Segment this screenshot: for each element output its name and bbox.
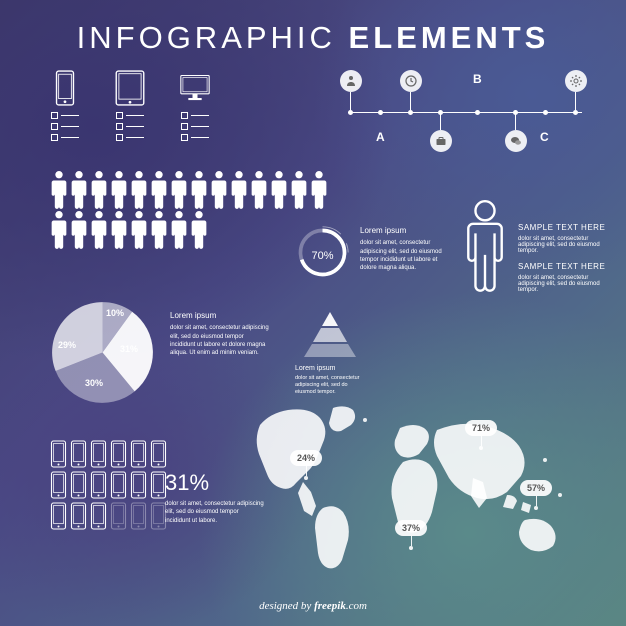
- person-icon: [50, 210, 68, 252]
- pie-label-10: 10%: [106, 308, 124, 318]
- person-icon: [190, 170, 208, 212]
- small-phone-icon: [70, 440, 87, 468]
- bullets-phone: [51, 112, 79, 141]
- sample-body-1: dolor sit amet, consectetur adipiscing e…: [518, 236, 613, 254]
- person-icon: [130, 170, 148, 212]
- small-phone-icon: [50, 471, 67, 499]
- timeline-label-b: B: [473, 72, 482, 86]
- circular-text: Lorem ipsum dolor sit amet, consectetur …: [360, 225, 455, 273]
- small-phone-icon: [50, 440, 67, 468]
- page-title: INFOGRAPHIC ELEMENTS: [0, 20, 626, 56]
- small-phone-icon: [70, 471, 87, 499]
- pie-text: Lorem ipsum dolor sit amet, consectetur …: [170, 310, 270, 358]
- people-row2: [50, 210, 208, 252]
- small-phone-icon: [130, 471, 147, 499]
- small-phone-icon: [50, 502, 67, 530]
- small-phone-icon: [150, 440, 167, 468]
- pyramid-lorem-body: dolor sit amet, consectetur adipiscing e…: [295, 375, 365, 396]
- person-icon: [190, 210, 208, 252]
- sample-title-2: SAMPLE TEXT HERE: [518, 262, 613, 271]
- person-icon: [210, 170, 228, 212]
- circular-lorem-body: dolor sit amet, consectetur adipiscing e…: [360, 239, 455, 273]
- pyramid-chart: Lorem ipsum dolor sit amet, consectetur …: [295, 310, 365, 397]
- person-icon: [270, 170, 288, 212]
- small-phone-icon: [90, 440, 107, 468]
- person-icon: [170, 210, 188, 252]
- pie-lorem-body: dolor sit amet, consectetur adipiscing e…: [170, 324, 270, 358]
- bullets-monitor: [181, 112, 209, 141]
- large-person-icon: [460, 200, 510, 310]
- person-icon: [250, 170, 268, 212]
- person-icon: [130, 210, 148, 252]
- timeline-node-gear-icon: [565, 70, 587, 92]
- row-devices-timeline: A B C: [50, 70, 590, 160]
- pie-chart: 10% 29% 30% 31%: [50, 300, 155, 405]
- device-group: [50, 70, 210, 160]
- person-icon: [70, 210, 88, 252]
- person-icon: [310, 170, 328, 212]
- timeline-label-c: C: [540, 130, 549, 144]
- small-phone-icon: [90, 471, 107, 499]
- circular-progress: 70%: [295, 225, 350, 262]
- device-tablet: [115, 70, 145, 160]
- small-phone-icon: [130, 440, 147, 468]
- timeline-node-person-icon: [340, 70, 362, 92]
- person-icon: [230, 170, 248, 212]
- pie-lorem-head: Lorem ipsum: [170, 310, 270, 321]
- pyramid-text: Lorem ipsum dolor sit amet, consectetur …: [295, 364, 365, 397]
- small-phone-icon: [110, 440, 127, 468]
- monitor-icon: [180, 70, 210, 106]
- map-pin-label: 24%: [290, 450, 322, 466]
- people-row: [50, 170, 328, 212]
- phone-icon: [50, 70, 80, 106]
- credit-post: .com: [346, 600, 367, 612]
- map-pin: 71%: [465, 420, 497, 450]
- phone-grid: [50, 440, 167, 530]
- map-pin-label: 57%: [520, 480, 552, 496]
- credit-bold: freepik: [314, 600, 346, 612]
- tablet-icon: [115, 70, 145, 106]
- small-phone-icon: [90, 502, 107, 530]
- map-pin: 57%: [520, 480, 552, 510]
- person-icon: [150, 170, 168, 212]
- sample-body-2: dolor sit amet, consectetur adipiscing e…: [518, 275, 613, 293]
- credit-line: designed by freepik.com: [0, 600, 626, 612]
- title-bold: ELEMENTS: [349, 20, 550, 55]
- credit-pre: designed by: [259, 600, 314, 612]
- person-icon: [90, 210, 108, 252]
- person-icon: [110, 170, 128, 212]
- timeline-node-clock-icon: [400, 70, 422, 92]
- device-phone: [50, 70, 80, 160]
- timeline: A B C: [340, 70, 590, 160]
- person-icon: [110, 210, 128, 252]
- pie-label-31: 31%: [120, 344, 138, 354]
- world-map: 24% 37% 71% 57%: [245, 400, 590, 570]
- device-monitor: [180, 70, 210, 160]
- map-pin: 24%: [290, 450, 322, 480]
- small-phone-icon: [70, 502, 87, 530]
- person-icon: [90, 170, 108, 212]
- timeline-node-case-icon: [430, 130, 452, 152]
- person-icon: [150, 210, 168, 252]
- timeline-label-a: A: [376, 130, 385, 144]
- small-phone-icon: [110, 502, 127, 530]
- person-icon: [70, 170, 88, 212]
- pie-label-30: 30%: [85, 378, 103, 388]
- map-pin-label: 37%: [395, 520, 427, 536]
- map-pin-label: 71%: [465, 420, 497, 436]
- map-pin: 37%: [395, 520, 427, 550]
- person-icon: [290, 170, 308, 212]
- sample-text-group: SAMPLE TEXT HERE dolor sit amet, consect…: [518, 215, 613, 293]
- circular-lorem-head: Lorem ipsum: [360, 225, 455, 236]
- pie-label-29: 29%: [58, 340, 76, 350]
- person-icon: [50, 170, 68, 212]
- small-phone-icon: [130, 502, 147, 530]
- small-phone-icon: [110, 471, 127, 499]
- timeline-node-chat-icon: [505, 130, 527, 152]
- sample-title-1: SAMPLE TEXT HERE: [518, 223, 613, 232]
- bullets-tablet: [116, 112, 144, 141]
- person-icon: [170, 170, 188, 212]
- title-light: INFOGRAPHIC: [77, 20, 349, 55]
- pyramid-lorem-head: Lorem ipsum: [295, 364, 365, 373]
